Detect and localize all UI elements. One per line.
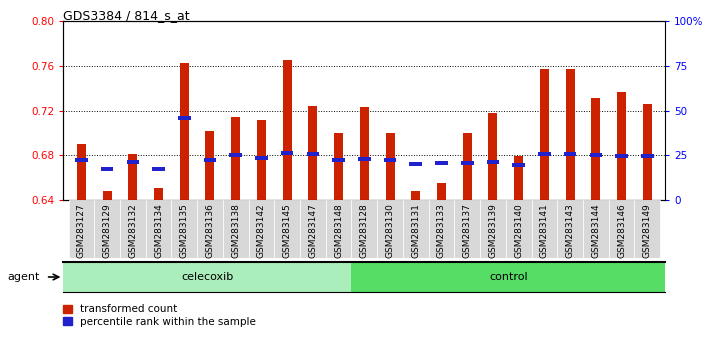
Text: GSM283144: GSM283144	[591, 203, 601, 258]
Text: GSM283146: GSM283146	[617, 203, 626, 258]
Bar	[461, 161, 474, 165]
Bar	[332, 158, 345, 162]
Bar	[152, 167, 165, 171]
Bar	[308, 106, 318, 200]
Text: GSM283136: GSM283136	[206, 203, 215, 258]
Text: GSM283149: GSM283149	[643, 203, 652, 258]
Text: GSM283141: GSM283141	[540, 203, 549, 258]
FancyBboxPatch shape	[223, 200, 249, 258]
Bar	[486, 160, 499, 164]
FancyBboxPatch shape	[634, 200, 660, 258]
Bar	[281, 151, 294, 155]
FancyBboxPatch shape	[351, 200, 377, 258]
Bar	[411, 191, 420, 200]
Bar	[358, 157, 370, 161]
FancyBboxPatch shape	[532, 200, 558, 258]
Legend: transformed count, percentile rank within the sample: transformed count, percentile rank withi…	[63, 304, 256, 326]
Text: GSM283142: GSM283142	[257, 203, 266, 258]
Text: GSM283130: GSM283130	[386, 203, 394, 258]
FancyBboxPatch shape	[403, 200, 429, 258]
Bar	[206, 131, 215, 200]
Text: agent: agent	[7, 272, 39, 282]
Bar	[103, 191, 112, 200]
Bar	[565, 69, 574, 200]
FancyBboxPatch shape	[197, 200, 223, 258]
FancyBboxPatch shape	[275, 200, 300, 258]
Bar	[589, 153, 602, 157]
FancyBboxPatch shape	[120, 200, 146, 258]
Bar	[178, 116, 191, 120]
Bar	[564, 152, 577, 156]
FancyBboxPatch shape	[68, 200, 94, 258]
FancyBboxPatch shape	[326, 200, 351, 258]
Bar	[384, 158, 396, 162]
Text: control: control	[489, 272, 527, 282]
FancyBboxPatch shape	[377, 200, 403, 258]
Text: GSM283132: GSM283132	[128, 203, 137, 258]
Bar	[154, 188, 163, 200]
Text: GSM283131: GSM283131	[411, 203, 420, 258]
Text: GSM283135: GSM283135	[180, 203, 189, 258]
Bar	[435, 161, 448, 165]
Bar	[410, 162, 422, 166]
Bar	[230, 153, 242, 157]
Bar	[513, 164, 525, 167]
Bar	[231, 117, 240, 200]
FancyBboxPatch shape	[249, 200, 275, 258]
Text: GSM283137: GSM283137	[463, 203, 472, 258]
FancyBboxPatch shape	[300, 200, 326, 258]
Text: GSM283147: GSM283147	[308, 203, 318, 258]
Bar	[463, 133, 472, 200]
Bar	[77, 144, 86, 200]
Bar	[180, 63, 189, 200]
FancyBboxPatch shape	[63, 262, 351, 292]
Bar	[334, 133, 343, 200]
Bar	[386, 133, 394, 200]
Text: GSM283143: GSM283143	[565, 203, 574, 258]
Text: GSM283134: GSM283134	[154, 203, 163, 258]
Bar	[255, 156, 268, 160]
FancyBboxPatch shape	[94, 200, 120, 258]
Text: GSM283128: GSM283128	[360, 203, 369, 258]
Bar	[615, 154, 628, 158]
Bar	[101, 167, 113, 171]
Text: GSM283129: GSM283129	[103, 203, 112, 258]
Text: GSM283148: GSM283148	[334, 203, 343, 258]
Text: GSM283139: GSM283139	[489, 203, 498, 258]
Bar	[127, 160, 139, 164]
FancyBboxPatch shape	[583, 200, 609, 258]
FancyBboxPatch shape	[505, 200, 532, 258]
Bar	[203, 158, 216, 162]
Bar	[282, 60, 291, 200]
FancyBboxPatch shape	[146, 200, 171, 258]
Text: GSM283145: GSM283145	[282, 203, 291, 258]
FancyBboxPatch shape	[480, 200, 505, 258]
FancyBboxPatch shape	[429, 200, 454, 258]
FancyBboxPatch shape	[171, 200, 197, 258]
Bar	[257, 120, 266, 200]
Bar	[437, 183, 446, 200]
Bar	[75, 158, 88, 162]
Bar	[591, 98, 601, 200]
FancyBboxPatch shape	[558, 200, 583, 258]
Bar	[641, 154, 653, 158]
Bar	[360, 107, 369, 200]
Text: GSM283127: GSM283127	[77, 203, 86, 258]
FancyBboxPatch shape	[351, 262, 665, 292]
Bar	[306, 152, 319, 156]
Bar	[128, 154, 137, 200]
Bar	[489, 113, 498, 200]
Text: GSM283133: GSM283133	[437, 203, 446, 258]
Bar	[617, 92, 626, 200]
FancyBboxPatch shape	[609, 200, 634, 258]
Bar	[538, 152, 551, 156]
Bar	[540, 69, 549, 200]
Text: GSM283140: GSM283140	[514, 203, 523, 258]
FancyBboxPatch shape	[454, 200, 480, 258]
Bar	[514, 156, 523, 200]
Bar	[643, 104, 652, 200]
Text: GSM283138: GSM283138	[231, 203, 240, 258]
Text: GDS3384 / 814_s_at: GDS3384 / 814_s_at	[63, 9, 190, 22]
Text: celecoxib: celecoxib	[181, 272, 234, 282]
